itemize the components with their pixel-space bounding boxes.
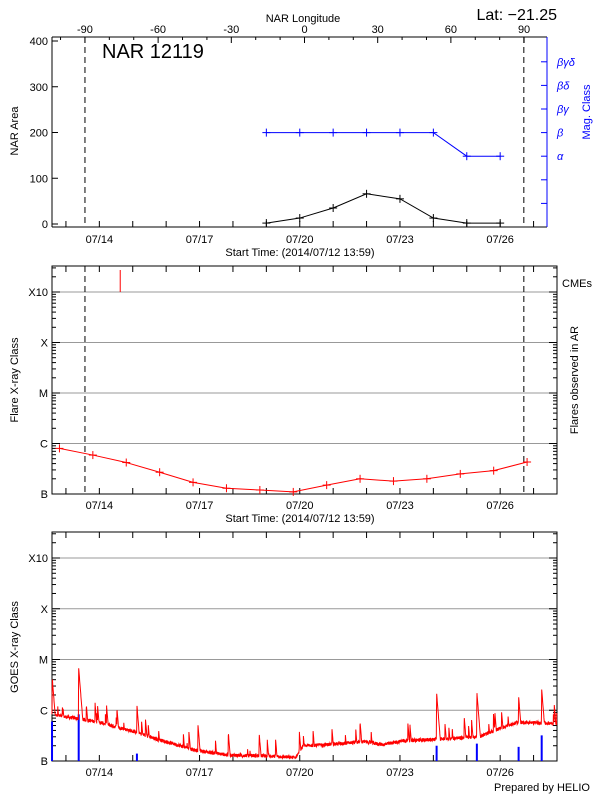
- x-tick-label: 07/17: [186, 234, 214, 246]
- top-axis-title: NAR Longitude: [266, 13, 341, 25]
- nar-area-line: [266, 193, 501, 224]
- nar-area-point: [395, 194, 404, 203]
- y-tick-label: 300: [30, 82, 48, 94]
- nar-area-point: [362, 189, 371, 198]
- flare-class-point: [322, 481, 331, 490]
- nar-area-point: [429, 214, 438, 223]
- plot-frame: [51, 531, 558, 762]
- nar-area-point: [496, 219, 505, 228]
- y-tick-label: C: [40, 705, 48, 717]
- mag-class-label: β: [556, 128, 564, 140]
- nar-area-point: [262, 219, 271, 228]
- y-tick-label: X: [41, 604, 49, 616]
- lon-tick-label: 60: [445, 24, 457, 36]
- nar-area-point: [295, 214, 304, 223]
- mag-class-line: [266, 132, 501, 157]
- lon-tick-label: 0: [301, 24, 307, 36]
- y-tick-label: M: [39, 388, 48, 400]
- x-tick-label: 07/20: [286, 767, 314, 779]
- y-tick-label: C: [40, 439, 48, 451]
- mag-class-label: βδ: [556, 80, 570, 92]
- x-tick-label: 07/17: [186, 767, 214, 779]
- mag-class-point: [295, 128, 304, 137]
- y2-axis-title: Flares observed in AR: [569, 326, 581, 434]
- x-tick-label: 07/23: [386, 234, 414, 246]
- x-axis-title: Start Time: (2014/07/12 13:59): [225, 247, 374, 259]
- flare-class-point: [422, 474, 431, 483]
- mag-class-point: [395, 128, 404, 137]
- x-tick-label: 07/14: [86, 234, 114, 246]
- flare-class-point: [523, 458, 532, 467]
- flare-class-line: [59, 447, 528, 493]
- mag-class-label: α: [557, 151, 564, 163]
- x-tick-label: 07/14: [86, 500, 114, 512]
- mag-class-point: [496, 152, 505, 161]
- nar-area-point: [462, 219, 471, 228]
- lon-tick-label: 90: [518, 24, 530, 36]
- flare-class-point: [155, 468, 164, 477]
- mag-class-point: [429, 128, 438, 137]
- flare-class-point: [489, 466, 498, 475]
- flare-class-point: [456, 469, 465, 478]
- cme-legend-label: CMEs: [562, 278, 592, 290]
- flare-class-point: [389, 477, 398, 486]
- lon-tick-label: -30: [223, 24, 239, 36]
- plot-frame: [51, 265, 558, 495]
- latitude-label: Lat: −21.25: [476, 7, 557, 24]
- goes-xray-flux-line: [51, 668, 558, 760]
- x-axis-title: Start Time: (2014/07/12 13:59): [225, 513, 374, 525]
- flare-class-point: [55, 444, 64, 453]
- flare-class-point: [222, 484, 231, 493]
- y-tick-label: 100: [30, 173, 48, 185]
- mag-class-axis-title: Mag. Class: [581, 84, 593, 140]
- y-tick-label: B: [41, 489, 48, 501]
- mag-class-point: [362, 128, 371, 137]
- y-tick-label: 400: [30, 36, 48, 48]
- nar-area-point: [329, 203, 338, 212]
- flare-class-point: [122, 458, 131, 467]
- y-tick-label: B: [41, 756, 48, 768]
- lon-tick-label: -90: [77, 24, 93, 36]
- x-tick-label: 07/23: [386, 767, 414, 779]
- y-axis-title: Flare X-ray Class: [9, 337, 21, 422]
- mag-class-point: [329, 128, 338, 137]
- y-tick-label: X10: [28, 287, 48, 299]
- y-axis-title: GOES X-ray Class: [9, 601, 21, 693]
- region-title: NAR 12119: [102, 41, 204, 63]
- x-tick-label: 07/20: [286, 500, 314, 512]
- y-axis-title: NAR Area: [9, 106, 21, 156]
- flare-class-point: [255, 486, 264, 495]
- lon-tick-label: -60: [150, 24, 166, 36]
- mag-class-point: [262, 128, 271, 137]
- flare-class-point: [189, 478, 198, 487]
- mag-class-label: βγδ: [556, 57, 576, 69]
- lon-tick-label: 30: [372, 24, 384, 36]
- x-tick-label: 07/26: [486, 767, 514, 779]
- x-tick-label: 07/26: [486, 500, 514, 512]
- y-tick-label: 200: [30, 128, 48, 140]
- x-tick-label: 07/23: [386, 500, 414, 512]
- y-tick-label: X: [41, 338, 49, 350]
- y-tick-label: 0: [42, 219, 48, 231]
- flare-class-point: [88, 451, 97, 460]
- flare-class-point: [356, 474, 365, 483]
- x-tick-label: 07/14: [86, 767, 114, 779]
- mag-class-point: [462, 152, 471, 161]
- x-tick-label: 07/17: [186, 500, 214, 512]
- y-tick-label: M: [39, 655, 48, 667]
- mag-class-label: βγ: [556, 104, 570, 116]
- x-tick-label: 07/26: [486, 234, 514, 246]
- y-tick-label: X10: [28, 553, 48, 565]
- prepared-by-credit: Prepared by HELIO: [494, 782, 590, 794]
- x-tick-label: 07/20: [286, 234, 314, 246]
- flare-class-point: [289, 487, 298, 496]
